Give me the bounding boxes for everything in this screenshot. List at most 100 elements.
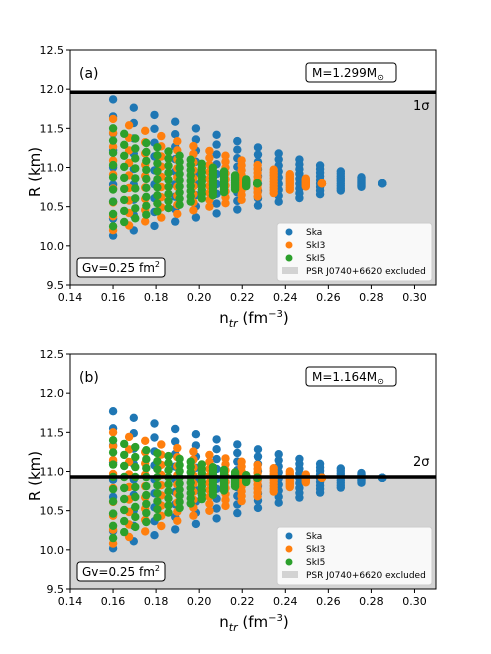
data-point-ski5 (120, 184, 129, 194)
gv-box: Gv=0.25 fm2 (76, 561, 166, 582)
data-point-ska (212, 140, 221, 149)
legend-marker-ski3 (285, 545, 293, 553)
y-tick-label: 12.0 (40, 387, 65, 400)
data-point-ski5 (131, 522, 140, 532)
data-point-ski3 (221, 157, 230, 166)
data-point-ski3 (237, 156, 246, 165)
data-point-ska (129, 103, 138, 112)
data-point-ski3 (205, 202, 214, 211)
data-point-ski5 (153, 199, 162, 208)
data-point-ski5 (164, 175, 173, 184)
x-tick-label: 0.20 (187, 291, 212, 304)
data-point-ski5 (164, 487, 173, 496)
data-point-ski3 (108, 114, 118, 124)
x-tick-label: 0.28 (359, 291, 384, 304)
data-point-ski5 (108, 460, 118, 469)
solar-symbol: ⊙ (377, 377, 384, 386)
data-point-ski5 (142, 147, 151, 157)
data-point-ski5 (175, 182, 184, 191)
x-tick-label: 0.30 (402, 291, 427, 304)
y-ticks: 9.5 10.0 10.5 11.0 11.5 12.0 12.5 (40, 348, 70, 596)
data-point-ski5 (120, 505, 129, 515)
data-point-ski5 (175, 176, 184, 185)
x-tick-label: 0.22 (230, 595, 255, 608)
svg-text:Gv=0.25 fm2: Gv=0.25 fm2 (82, 564, 160, 579)
data-point-ski5 (208, 163, 218, 172)
data-point-ski5 (131, 502, 140, 512)
data-point-ski5 (219, 167, 229, 176)
data-point-ski5 (208, 463, 218, 472)
data-point-ski5 (175, 194, 184, 203)
data-point-ska (253, 452, 263, 461)
data-point-ski3 (205, 450, 214, 460)
data-point-ski5 (108, 136, 118, 145)
data-point-ski3 (205, 506, 214, 515)
data-point-ska (274, 149, 283, 158)
data-point-ski5 (108, 222, 118, 231)
data-point-ska (233, 508, 242, 518)
data-point-ski5 (153, 489, 162, 498)
data-point-ska (315, 459, 325, 468)
data-point-ski5 (153, 207, 162, 216)
scatter-points (108, 95, 387, 240)
legend-label-ski3: SkI3 (306, 545, 325, 555)
data-point-ska (274, 197, 283, 206)
data-point-ski3 (189, 511, 198, 520)
data-point-ski3 (173, 137, 182, 146)
data-point-ski3 (285, 467, 294, 476)
data-point-ski3 (141, 527, 150, 536)
data-point-ski5 (164, 466, 173, 475)
data-point-ska (274, 498, 283, 507)
mass-box: M=1.164M⊙ (305, 366, 397, 387)
data-point-ski3 (141, 436, 150, 445)
data-point-ska (212, 209, 221, 218)
legend-marker-ska (285, 228, 293, 236)
data-point-ski3 (108, 142, 118, 151)
data-point-ski5 (164, 501, 173, 510)
y-tick-label: 11.5 (40, 122, 65, 135)
data-point-ski5 (175, 163, 184, 173)
data-point-ski5 (120, 140, 129, 149)
data-point-ski5 (153, 497, 162, 506)
data-point-ska (274, 155, 283, 164)
y-tick-label: 12.0 (40, 83, 65, 96)
data-point-ska (150, 124, 159, 133)
data-point-ska (233, 205, 242, 214)
data-point-ski3 (221, 151, 230, 160)
data-point-ski3 (173, 443, 182, 453)
data-point-ska (212, 199, 221, 208)
x-tick-label: 0.30 (402, 595, 427, 608)
data-point-ski5 (142, 490, 151, 500)
data-point-ska (357, 173, 366, 182)
legend-label-excluded: PSR J0740+6620 excluded (306, 571, 426, 581)
data-point-ski3 (124, 121, 134, 130)
x-axis-label: ntr (fm−3) (219, 613, 288, 634)
data-point-ska (171, 117, 180, 126)
data-point-ski5 (142, 174, 151, 184)
data-point-ski5 (175, 467, 184, 476)
data-point-ska (336, 464, 345, 473)
legend-marker-ski3 (285, 241, 293, 249)
data-point-ska (253, 201, 263, 210)
data-point-ski5 (142, 156, 151, 166)
data-point-ski5 (153, 449, 162, 458)
y-tick-label: 12.5 (40, 44, 65, 57)
data-point-ski5 (108, 185, 118, 194)
legend: Ska SkI3 SkI5 PSR J0740+6620 excluded (276, 526, 433, 586)
data-point-ski5 (164, 480, 173, 489)
data-point-ski5 (142, 210, 151, 219)
x-axis-label: ntr (fm−3) (219, 309, 288, 330)
data-point-ski5 (153, 183, 162, 192)
x-tick-label: 0.18 (144, 595, 169, 608)
data-point-ski5 (164, 458, 173, 468)
data-point-ska (274, 456, 283, 465)
x-tick-label: 0.18 (144, 291, 169, 304)
data-point-ska (150, 531, 159, 540)
x-tick-label: 0.26 (316, 291, 341, 304)
data-point-ski5 (120, 439, 129, 449)
data-point-ski3 (205, 499, 214, 508)
data-point-ski3 (157, 131, 166, 141)
data-point-ski5 (142, 183, 151, 192)
data-point-ski5 (197, 460, 206, 469)
data-point-ska (150, 419, 159, 428)
